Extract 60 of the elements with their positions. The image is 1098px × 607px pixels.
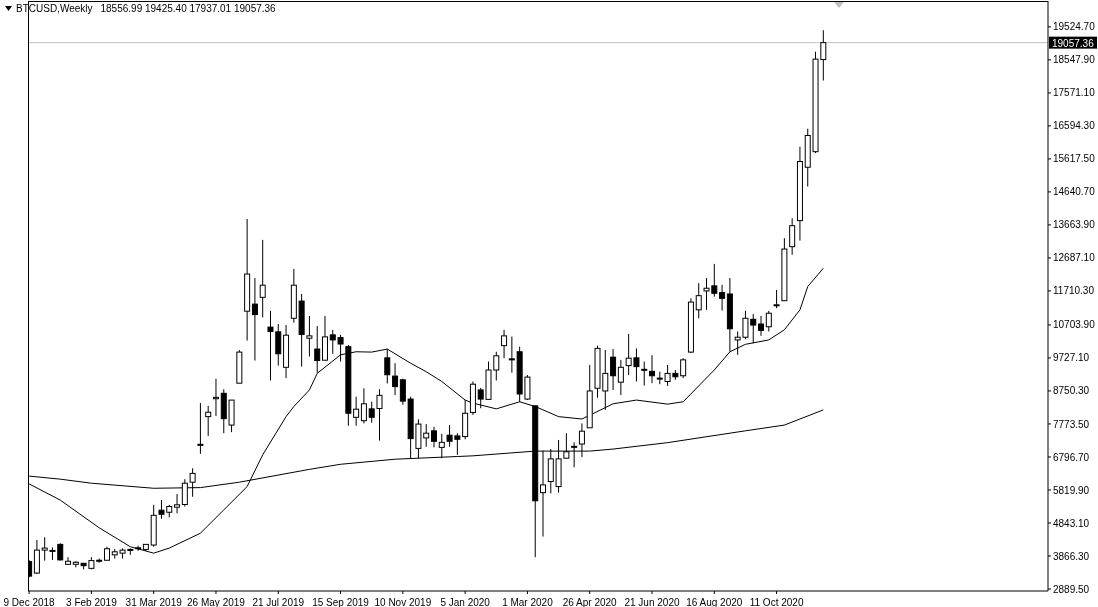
candlestick xyxy=(773,289,780,309)
y-tick-label: 2889.50 xyxy=(1053,583,1090,595)
candlestick xyxy=(251,277,258,362)
candlestick xyxy=(578,422,585,458)
candlestick xyxy=(610,348,617,391)
candlestick xyxy=(384,348,391,385)
candlestick xyxy=(259,239,266,318)
ref-line-label: 19057.36 xyxy=(1052,37,1095,49)
x-tick-label: 21 Jun 2020 xyxy=(624,597,680,607)
candlestick xyxy=(501,329,508,359)
candlestick xyxy=(438,433,445,459)
x-tick-label: 10 Nov 2019 xyxy=(374,597,432,607)
candlestick xyxy=(695,282,702,319)
y-tick-label: 11710.30 xyxy=(1053,285,1095,297)
y-tick-label: 5819.90 xyxy=(1053,484,1090,496)
candlestick xyxy=(571,441,578,468)
candlestick xyxy=(306,315,313,357)
chart-subtitle: 18556.99 19425.40 17937.01 19057.36 xyxy=(100,3,276,14)
y-tick-label: 16594.30 xyxy=(1053,120,1096,132)
x-tick-label: 3 Feb 2019 xyxy=(66,597,118,607)
candlestick xyxy=(789,217,796,256)
candlestick xyxy=(431,426,437,448)
candlestick xyxy=(174,493,181,514)
y-tick-label: 15617.50 xyxy=(1053,153,1096,165)
candlestick xyxy=(314,325,321,374)
y-tick-label: 12687.10 xyxy=(1053,252,1096,264)
y-tick-label: 17571.10 xyxy=(1053,87,1096,99)
x-tick-label: 5 Jan 2020 xyxy=(440,597,491,607)
y-tick-label: 19524.70 xyxy=(1053,21,1096,33)
y-tick-label: 9727.10 xyxy=(1053,352,1090,364)
line-series xyxy=(28,267,824,554)
y-tick-label: 13663.90 xyxy=(1053,219,1096,231)
candlestick xyxy=(617,359,624,396)
candlestick xyxy=(33,539,40,575)
candlestick xyxy=(197,402,204,455)
candlestick xyxy=(212,378,219,417)
x-tick-label: 9 Dec 2018 xyxy=(3,597,56,607)
y-tick-label: 8750.30 xyxy=(1053,385,1090,397)
candlestick xyxy=(65,556,72,566)
y-tick-label: 6796.70 xyxy=(1053,451,1090,463)
x-tick-label: 1 Mar 2020 xyxy=(502,597,554,607)
candlestick xyxy=(392,362,399,396)
y-tick-label: 14640.70 xyxy=(1053,186,1096,198)
y-tick-label: 3866.30 xyxy=(1053,550,1090,562)
y-tick-label: 10703.90 xyxy=(1053,319,1096,331)
y-tick-label: 18547.90 xyxy=(1053,54,1096,66)
x-tick-label: 31 Mar 2019 xyxy=(125,597,183,607)
candlestick xyxy=(353,396,360,427)
candlestick xyxy=(321,315,328,361)
candlestick xyxy=(205,405,212,437)
y-tick-label: 4843.10 xyxy=(1053,517,1090,529)
candlestick xyxy=(758,315,765,337)
x-tick-label: 11 Oct 2020 xyxy=(749,597,804,607)
candlestick xyxy=(649,354,656,384)
candlestick xyxy=(641,361,648,387)
candlestick xyxy=(765,310,772,332)
y-tick-label: 7773.50 xyxy=(1053,418,1090,430)
candlestick xyxy=(719,284,726,312)
candlestick xyxy=(360,387,367,424)
x-tick-label: 21 Jul 2019 xyxy=(252,597,305,607)
